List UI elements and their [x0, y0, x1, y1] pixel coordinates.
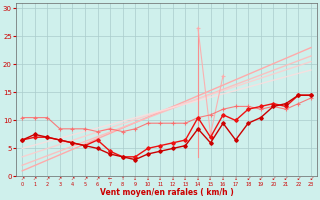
X-axis label: Vent moyen/en rafales ( km/h ): Vent moyen/en rafales ( km/h ): [100, 188, 234, 197]
